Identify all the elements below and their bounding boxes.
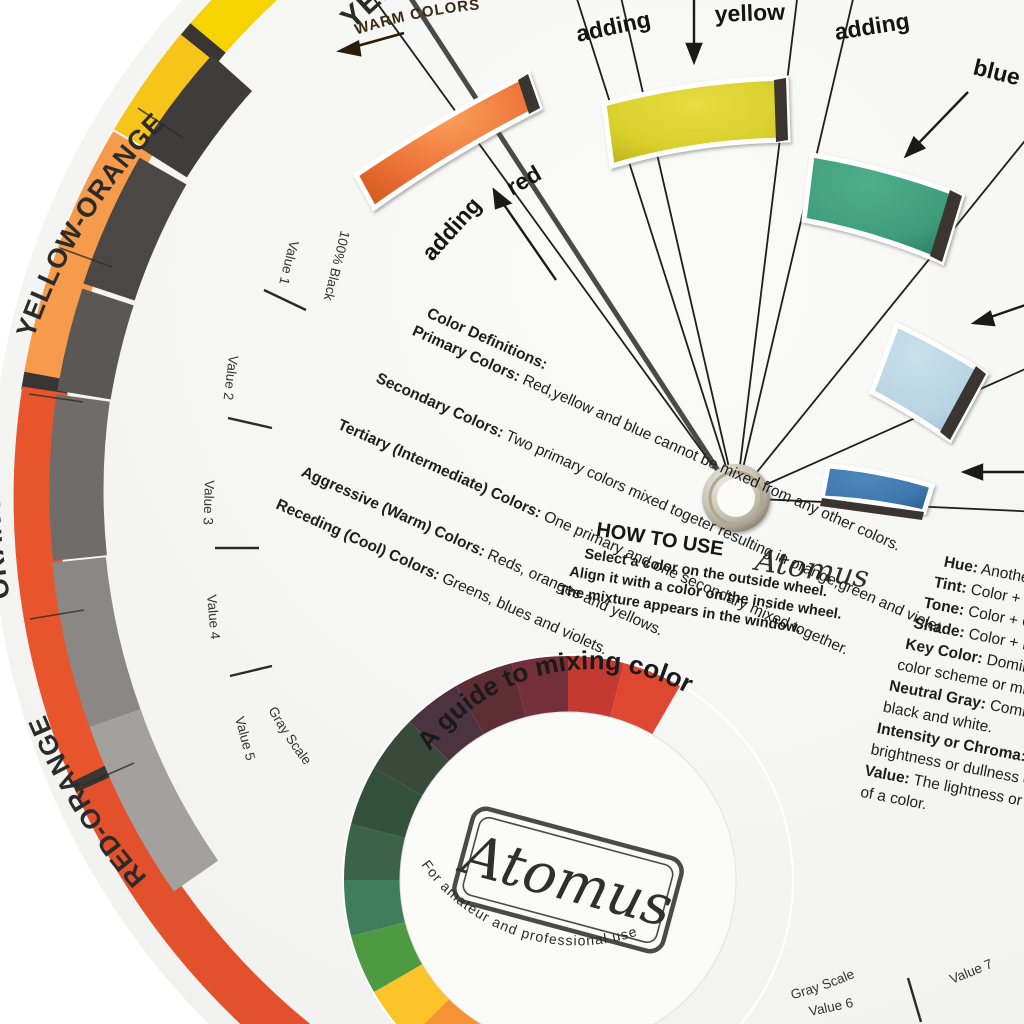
window-light-blue [868,321,990,444]
mix-label-color: yellow [714,0,785,27]
window-yellow [601,75,791,170]
arrow-adding-green [903,91,969,159]
value-label-4: Value 4 [204,594,223,640]
mix-arrows [492,0,1024,481]
inner-mini-wheel [342,654,794,1024]
definition-term: Tint: [932,574,968,597]
arrow-adding-red [492,187,557,281]
warm-colors-arrow [336,31,405,57]
gray-scale-ring [28,54,253,892]
value-tick-marks-left [215,288,307,678]
brand-box [452,806,684,954]
definition-term: Hue: [942,554,979,577]
value-tick-marks-bottom [906,977,923,1023]
value-label-2: Value 2 [221,355,241,401]
arrow-adding-yellow [685,0,703,66]
arrow-adding-lightblue [970,304,1024,327]
window-green [801,152,966,266]
value-labels-left: Value 1 100% Black Value 2 Value 3 Value… [200,229,352,762]
window-blue [819,463,936,520]
thick-spoke-upper-left [409,0,739,500]
window-orange [352,70,544,212]
center-grommet[interactable] [702,464,770,532]
outer-color-ring [13,0,311,1024]
value-label-3: Value 3 [200,480,217,525]
